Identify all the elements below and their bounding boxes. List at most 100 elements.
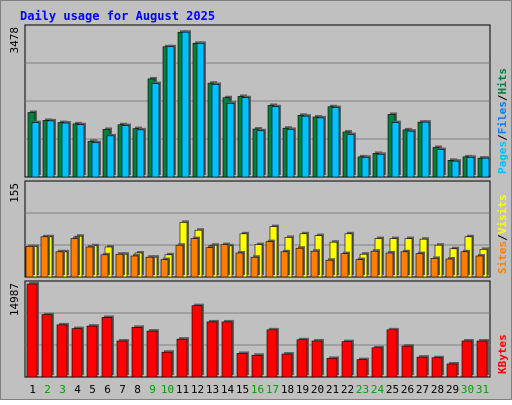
bar-kbytes-day-25 <box>386 329 398 378</box>
bar-files-day-24 <box>376 153 385 178</box>
legend-entry-sites: Sites <box>496 241 509 274</box>
x-tick-label-day-17: 17 <box>266 383 279 396</box>
bar-files-day-27 <box>421 121 430 178</box>
x-tick-label-day-16: 16 <box>251 383 264 396</box>
bar-sites-day-31 <box>475 255 484 278</box>
bar-kbytes-day-12 <box>191 305 203 378</box>
bar-kbytes-day-6 <box>101 317 113 378</box>
bar-sites-day-30 <box>460 251 469 278</box>
bar-files-day-9 <box>151 83 160 178</box>
bar-kbytes-day-23 <box>356 359 368 378</box>
bar-kbytes-day-2 <box>41 314 53 378</box>
x-tick-label-day-8: 8 <box>134 383 141 396</box>
bar-files-day-6 <box>106 135 115 178</box>
x-tick-label-day-4: 4 <box>74 383 81 396</box>
bar-files-day-11 <box>181 31 190 178</box>
bar-kbytes-day-16 <box>251 354 263 378</box>
x-tick-label-day-15: 15 <box>236 383 249 396</box>
x-tick-label-day-13: 13 <box>206 383 219 396</box>
bar-sites-day-1 <box>25 246 34 278</box>
x-tick-label-day-29: 29 <box>446 383 459 396</box>
bar-sites-day-14 <box>220 244 229 278</box>
bar-kbytes-day-20 <box>311 340 323 378</box>
bar-kbytes-day-15 <box>236 353 248 378</box>
legend-middle: Sites/Visits <box>496 195 509 275</box>
bar-files-day-3 <box>61 122 70 178</box>
legend-entry-hits: Hits <box>496 68 509 95</box>
legend-entry-sep: / <box>496 134 509 141</box>
bar-files-day-23 <box>361 156 370 178</box>
bar-files-day-18 <box>286 129 295 178</box>
bar-kbytes-day-8 <box>131 327 143 378</box>
x-tick-label-day-25: 25 <box>386 383 399 396</box>
x-tick-label-day-9: 9 <box>149 383 156 396</box>
bar-sites-day-10 <box>160 259 169 278</box>
bar-sites-day-3 <box>55 251 64 278</box>
bar-kbytes-day-27 <box>416 356 428 378</box>
bar-sites-day-19 <box>295 247 304 278</box>
bar-files-day-17 <box>271 106 280 178</box>
bar-kbytes-day-14 <box>221 321 233 378</box>
bar-sites-day-18 <box>280 251 289 278</box>
x-tick-label-day-20: 20 <box>311 383 324 396</box>
bar-sites-day-17 <box>265 241 274 278</box>
x-tick-label-day-7: 7 <box>119 383 126 396</box>
bar-files-day-10 <box>166 46 175 178</box>
y-max-label-top: 3478 <box>8 27 21 54</box>
bar-sites-day-15 <box>235 252 244 278</box>
bar-kbytes-day-29 <box>446 363 458 378</box>
bar-sites-day-8 <box>130 255 139 278</box>
bar-files-day-22 <box>346 134 355 178</box>
bar-sites-day-2 <box>40 236 49 278</box>
x-tick-label-day-30: 30 <box>461 383 474 396</box>
legend-entry-sep: / <box>496 94 509 101</box>
bar-kbytes-day-18 <box>281 353 293 378</box>
bar-sites-day-5 <box>85 246 94 278</box>
bar-sites-day-24 <box>370 250 379 278</box>
bar-kbytes-day-13 <box>206 321 218 378</box>
y-max-label-middle: 155 <box>8 183 21 203</box>
bar-files-day-20 <box>316 117 325 178</box>
bar-files-day-1 <box>31 122 40 178</box>
y-max-label-bottom: 14987 <box>8 283 21 316</box>
x-tick-label-day-26: 26 <box>401 383 414 396</box>
bar-kbytes-day-11 <box>176 338 188 378</box>
bar-sites-day-11 <box>175 244 184 278</box>
bar-sites-day-12 <box>190 238 199 278</box>
x-tick-label-day-11: 11 <box>176 383 189 396</box>
x-tick-label-day-2: 2 <box>44 383 51 396</box>
x-tick-label-day-21: 21 <box>326 383 339 396</box>
bar-files-day-16 <box>256 130 265 178</box>
x-tick-label-day-3: 3 <box>59 383 66 396</box>
legend-entry-sep: / <box>496 234 509 241</box>
bar-kbytes-day-31 <box>476 340 488 378</box>
x-tick-label-day-18: 18 <box>281 383 294 396</box>
bar-sites-day-6 <box>100 254 109 278</box>
x-tick-label-day-28: 28 <box>431 383 444 396</box>
bar-kbytes-day-26 <box>401 345 413 378</box>
bar-sites-day-29 <box>445 258 454 278</box>
bar-files-day-14 <box>226 103 235 178</box>
bar-sites-day-7 <box>115 253 124 278</box>
legend-entry-kbytes: KBytes <box>496 334 509 374</box>
bar-kbytes-day-28 <box>431 357 443 378</box>
bar-files-day-8 <box>136 129 145 178</box>
bar-files-day-2 <box>46 120 55 178</box>
bar-sites-day-4 <box>70 238 79 278</box>
legend-top: Pages/Files/Hits <box>496 68 509 174</box>
x-tick-label-day-31: 31 <box>476 383 489 396</box>
bar-files-day-13 <box>211 84 220 178</box>
x-tick-label-day-14: 14 <box>221 383 235 396</box>
bar-kbytes-day-30 <box>461 340 473 378</box>
chart-panels: 3478Pages/Files/Hits155Sites/Visits14987… <box>8 24 509 396</box>
legend-entry-pages: Pages <box>496 141 509 174</box>
x-tick-label-day-1: 1 <box>29 383 36 396</box>
x-tick-label-day-10: 10 <box>161 383 174 396</box>
bar-files-day-30 <box>466 156 475 178</box>
x-tick-label-day-24: 24 <box>371 383 385 396</box>
x-tick-label-day-19: 19 <box>296 383 309 396</box>
x-tick-label-day-22: 22 <box>341 383 354 396</box>
bar-files-day-4 <box>76 124 85 178</box>
